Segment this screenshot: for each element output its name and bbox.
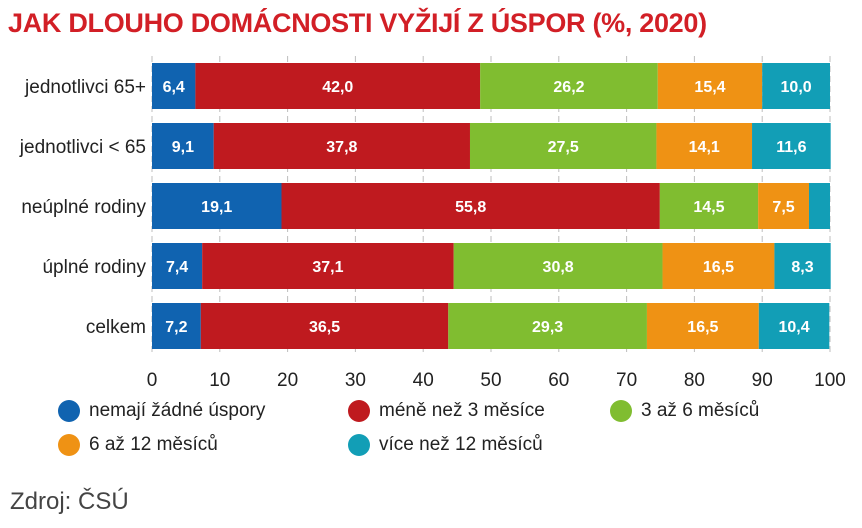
legend-swatch — [348, 400, 370, 422]
data-label: 30,8 — [543, 259, 574, 276]
bar-segment — [656, 123, 753, 169]
bar-segment — [152, 303, 201, 349]
bar-segment — [758, 183, 809, 229]
x-tick-label: 80 — [684, 370, 705, 391]
bar-segment — [762, 63, 830, 109]
x-tick-label: 10 — [209, 370, 230, 391]
data-label: 19,1 — [201, 199, 232, 216]
bar-segment — [152, 243, 203, 289]
category-label: jednotlivci < 65 — [19, 137, 146, 158]
x-axis-ticks: 0 10 20 30 40 50 60 70 80 90 100 — [147, 370, 846, 391]
data-label: 16,5 — [703, 259, 734, 276]
legend-item: méně než 3 měsíce — [348, 400, 545, 422]
category-label: jednotlivci 65+ — [24, 77, 146, 98]
data-label: 15,4 — [694, 79, 725, 96]
x-tick-label: 20 — [277, 370, 298, 391]
data-label: 8,3 — [791, 259, 813, 276]
bar-segment — [152, 63, 196, 109]
legend-label: 3 až 6 měsíců — [641, 400, 760, 421]
bar-segment — [758, 303, 830, 349]
x-tick-label: 100 — [814, 370, 846, 391]
x-tick-label: 30 — [345, 370, 366, 391]
bar-segment — [469, 123, 657, 169]
bar-segment — [657, 63, 763, 109]
data-label: 6,4 — [163, 79, 185, 96]
x-tick-label: 70 — [616, 370, 637, 391]
data-label: 42,0 — [322, 79, 353, 96]
chart-title: JAK DLOUHO DOMÁCNOSTI VYŽIJÍ Z ÚSPOR (%,… — [8, 8, 707, 38]
bar-segment — [281, 183, 660, 229]
stacked-bar-chart: 6,4 42,0 26,2 15,4 10,0 9,1 37,8 27,5 14,1 11,6 19… — [19, 56, 846, 391]
legend-swatch — [348, 434, 370, 456]
data-label: 16,5 — [687, 319, 718, 336]
data-label: 7,2 — [165, 319, 187, 336]
legend-item: 3 až 6 měsíců — [610, 400, 759, 422]
category-label: celkem — [86, 317, 146, 338]
bar-segment — [152, 183, 282, 229]
x-tick-label: 60 — [548, 370, 569, 391]
legend-swatch — [610, 400, 632, 422]
category-label: neúplné rodiny — [21, 197, 146, 218]
data-label: 26,2 — [553, 79, 584, 96]
category-label: úplné rodiny — [42, 257, 146, 278]
source-note: Zdroj: ČSÚ — [10, 488, 129, 515]
data-label: 10,0 — [781, 79, 812, 96]
data-label: 55,8 — [455, 199, 486, 216]
legend-item: více než 12 měsíců — [348, 434, 543, 456]
bar-segment — [453, 243, 663, 289]
legend-item: nemají žádné úspory — [58, 400, 265, 422]
bar-segment — [195, 63, 481, 109]
data-label: 11,6 — [776, 139, 806, 156]
bar-segment — [774, 243, 831, 289]
bar-segment — [808, 183, 830, 229]
data-label: 14,1 — [689, 139, 720, 156]
legend-item: 6 až 12 měsíců — [58, 434, 218, 456]
legend-label: nemají žádné úspory — [89, 400, 266, 421]
bar-segment — [480, 63, 658, 109]
x-tick-label: 50 — [480, 370, 501, 391]
bar-segment — [752, 123, 831, 169]
bar-segment — [202, 243, 454, 289]
data-label: 37,8 — [326, 139, 357, 156]
x-tick-label: 40 — [413, 370, 434, 391]
x-tick-label: 0 — [147, 370, 158, 391]
bars: 6,4 42,0 26,2 15,4 10,0 9,1 37,8 27,5 14,1 11,6 19… — [152, 63, 831, 349]
data-label: 37,1 — [312, 259, 343, 276]
bar-segment — [448, 303, 647, 349]
legend-swatch — [58, 400, 80, 422]
bar-segment — [659, 183, 759, 229]
data-label: 10,4 — [778, 319, 809, 336]
bar-segment — [662, 243, 775, 289]
data-label: 14,5 — [693, 199, 724, 216]
legend-swatch — [58, 434, 80, 456]
legend-label: více než 12 měsíců — [379, 434, 543, 455]
data-label: 7,5 — [772, 199, 794, 216]
bar-segment — [213, 123, 470, 169]
bar-segment — [200, 303, 449, 349]
category-labels: jednotlivci 65+ jednotlivci < 65 neúplné r… — [19, 77, 147, 338]
data-label: 7,4 — [166, 259, 188, 276]
legend-label: méně než 3 měsíce — [379, 400, 545, 421]
data-label: 9,1 — [172, 139, 194, 156]
x-tick-label: 90 — [752, 370, 773, 391]
legend-label: 6 až 12 měsíců — [89, 434, 218, 455]
data-label: 27,5 — [548, 139, 579, 156]
bar-segment — [646, 303, 759, 349]
bar-segment — [152, 123, 214, 169]
data-label: 29,3 — [532, 319, 563, 336]
data-label: 36,5 — [309, 319, 340, 336]
